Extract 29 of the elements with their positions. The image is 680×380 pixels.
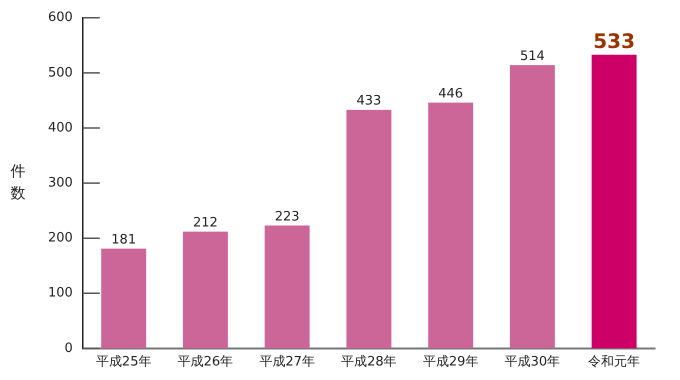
bar: [592, 54, 637, 348]
x-tick-label: 平成25年: [96, 354, 152, 370]
x-tick-label: 平成27年: [259, 354, 315, 370]
bar: [510, 65, 555, 348]
x-tick-label: 平成30年: [504, 354, 560, 370]
y-tick-label: 200: [48, 230, 73, 246]
y-tick-label: 600: [48, 10, 73, 26]
bar: [101, 248, 146, 348]
x-tick-label: 令和元年: [588, 354, 640, 370]
data-label: 514: [520, 49, 545, 64]
data-label: 181: [111, 232, 136, 248]
data-label: 223: [274, 209, 300, 224]
bar: [182, 232, 228, 348]
x-tick-label: 平成26年: [178, 354, 234, 370]
bar: [428, 102, 474, 348]
x-tick-label: 平成28年: [341, 354, 397, 370]
data-label: 533: [593, 28, 636, 53]
y-tick-label: 400: [48, 120, 73, 136]
data-label: 446: [438, 86, 464, 102]
y-tick-label: 100: [48, 286, 73, 301]
y-tick-label: 300: [48, 175, 73, 190]
bar: [264, 226, 310, 348]
data-label: 212: [193, 215, 218, 230]
y-axis-title: 件数: [10, 162, 26, 202]
bar: [346, 110, 392, 348]
data-label: 433: [356, 94, 382, 109]
x-tick-label: 平成29年: [422, 354, 478, 370]
y-tick-label: 500: [48, 65, 73, 80]
y-tick-label: 0: [64, 340, 73, 356]
